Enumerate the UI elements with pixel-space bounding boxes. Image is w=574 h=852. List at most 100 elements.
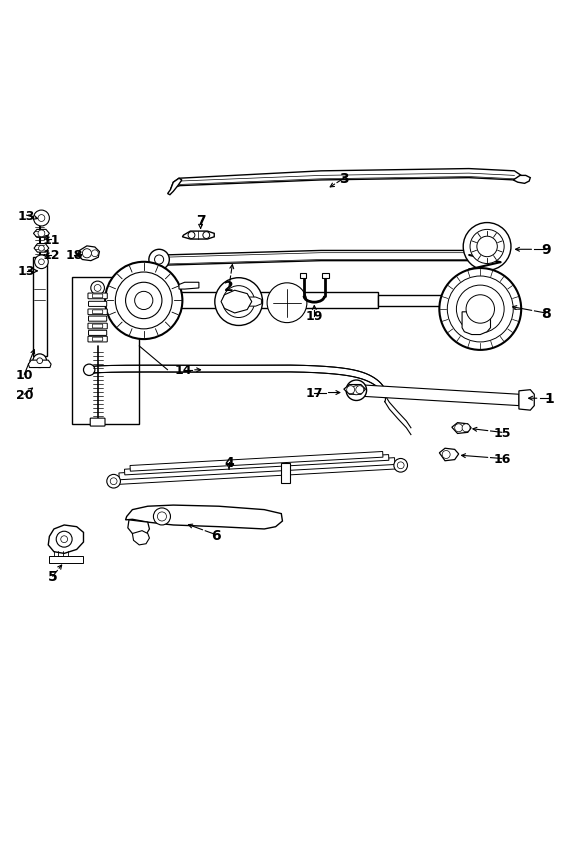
Bar [281, 463, 290, 484]
Circle shape [91, 250, 98, 257]
Circle shape [466, 296, 494, 324]
Circle shape [83, 365, 95, 376]
Polygon shape [34, 245, 49, 253]
Text: 11: 11 [42, 233, 60, 246]
Circle shape [462, 424, 470, 432]
Bar [322, 273, 329, 279]
Circle shape [82, 250, 91, 258]
FancyBboxPatch shape [88, 302, 107, 307]
Polygon shape [519, 390, 534, 411]
Polygon shape [125, 455, 389, 475]
Polygon shape [168, 179, 182, 195]
Circle shape [38, 216, 45, 222]
Circle shape [37, 359, 42, 364]
Text: 2: 2 [224, 280, 234, 294]
Polygon shape [439, 449, 459, 461]
FancyBboxPatch shape [92, 295, 103, 298]
Circle shape [38, 231, 45, 238]
Circle shape [477, 237, 497, 257]
Text: 18: 18 [65, 249, 83, 262]
Polygon shape [239, 297, 261, 307]
Circle shape [157, 512, 166, 521]
Circle shape [38, 246, 44, 251]
Polygon shape [356, 385, 519, 406]
Polygon shape [513, 176, 530, 184]
Circle shape [442, 451, 450, 459]
Text: 19: 19 [305, 310, 323, 323]
Circle shape [126, 283, 162, 320]
Polygon shape [33, 230, 49, 238]
FancyBboxPatch shape [88, 317, 107, 322]
Polygon shape [119, 458, 395, 481]
Polygon shape [48, 526, 83, 554]
Circle shape [149, 250, 169, 270]
Circle shape [38, 260, 44, 265]
Bar [300, 273, 307, 279]
Circle shape [61, 536, 68, 543]
Polygon shape [344, 385, 366, 394]
Circle shape [347, 386, 355, 394]
Bar [49, 556, 83, 563]
Polygon shape [114, 463, 401, 485]
Circle shape [110, 478, 117, 485]
Circle shape [470, 230, 504, 264]
Text: 6: 6 [211, 528, 221, 542]
Circle shape [34, 256, 48, 269]
FancyBboxPatch shape [92, 337, 103, 342]
Circle shape [475, 253, 486, 263]
Circle shape [94, 285, 101, 292]
FancyBboxPatch shape [92, 310, 103, 314]
Text: 5: 5 [48, 569, 57, 584]
Polygon shape [160, 251, 482, 266]
Circle shape [135, 292, 153, 310]
FancyBboxPatch shape [88, 294, 107, 299]
Circle shape [203, 233, 210, 239]
Bar [144, 293, 378, 309]
Circle shape [215, 279, 262, 326]
Polygon shape [452, 423, 471, 434]
Polygon shape [133, 531, 149, 545]
Text: 8: 8 [541, 307, 550, 320]
Circle shape [267, 284, 307, 323]
Circle shape [56, 532, 72, 548]
Circle shape [439, 268, 521, 350]
Circle shape [463, 223, 511, 271]
Text: 15: 15 [493, 426, 511, 440]
Text: 20: 20 [15, 389, 33, 401]
Circle shape [352, 386, 361, 395]
Polygon shape [126, 505, 282, 529]
FancyBboxPatch shape [92, 325, 103, 329]
Text: 4: 4 [224, 456, 234, 470]
Text: 9: 9 [541, 243, 550, 257]
Bar [33, 257, 46, 357]
Text: 10: 10 [15, 368, 33, 382]
Polygon shape [179, 283, 199, 290]
Circle shape [33, 354, 46, 368]
Polygon shape [221, 291, 252, 314]
Text: 13: 13 [18, 265, 36, 278]
Circle shape [447, 277, 513, 343]
Text: 7: 7 [196, 214, 205, 227]
Bar [378, 296, 455, 307]
Circle shape [153, 509, 170, 526]
FancyBboxPatch shape [88, 337, 107, 343]
Text: 17: 17 [305, 387, 323, 400]
FancyBboxPatch shape [90, 418, 105, 427]
Polygon shape [130, 452, 383, 472]
Text: 3: 3 [339, 172, 348, 186]
Circle shape [456, 285, 504, 333]
Circle shape [105, 262, 183, 340]
Circle shape [107, 475, 121, 488]
Text: 12: 12 [42, 249, 60, 262]
Circle shape [455, 424, 463, 432]
Text: 13: 13 [18, 210, 36, 222]
Polygon shape [28, 360, 51, 368]
FancyBboxPatch shape [88, 324, 107, 330]
Polygon shape [170, 170, 521, 190]
Polygon shape [128, 521, 149, 537]
Polygon shape [462, 313, 491, 335]
Text: 16: 16 [493, 452, 510, 465]
Polygon shape [78, 246, 99, 262]
Bar [72, 277, 139, 425]
Circle shape [115, 273, 172, 330]
